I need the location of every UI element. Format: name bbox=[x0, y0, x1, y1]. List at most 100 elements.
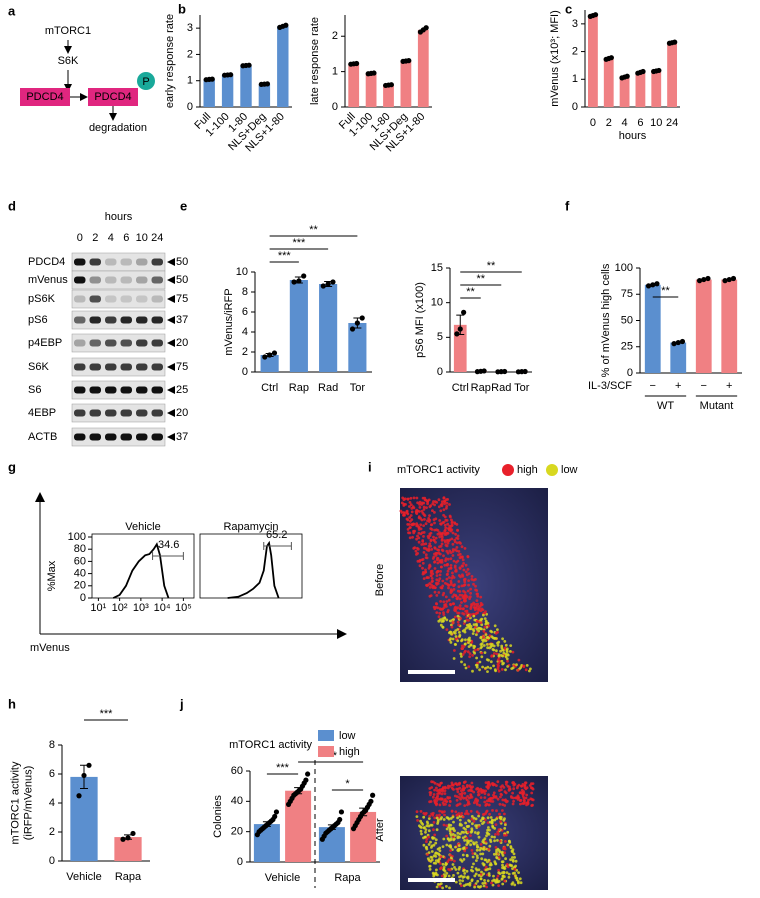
cell bbox=[488, 872, 491, 875]
y-tick-label: 0 bbox=[627, 367, 633, 379]
cell bbox=[407, 519, 410, 522]
cell bbox=[417, 548, 420, 551]
bar bbox=[401, 61, 412, 107]
cell bbox=[441, 538, 444, 541]
marker-arrow bbox=[167, 433, 175, 441]
cell bbox=[480, 618, 483, 621]
bar bbox=[604, 59, 614, 108]
cell bbox=[433, 556, 436, 559]
blot-band bbox=[74, 277, 86, 284]
cell bbox=[457, 615, 460, 618]
cell bbox=[491, 819, 494, 822]
data-point bbox=[672, 40, 677, 45]
x-axis-label: IL-3/SCF bbox=[588, 380, 632, 392]
cell bbox=[480, 655, 483, 658]
data-point bbox=[210, 77, 215, 82]
cell bbox=[461, 575, 464, 578]
cell bbox=[412, 547, 415, 550]
legend-dot bbox=[546, 464, 558, 476]
cell bbox=[467, 590, 470, 593]
cell bbox=[441, 626, 444, 629]
cell bbox=[501, 864, 504, 867]
x-tick-label: Ctrl bbox=[452, 382, 469, 394]
cell bbox=[472, 629, 475, 632]
cell bbox=[482, 640, 485, 643]
cell bbox=[498, 828, 501, 831]
cell bbox=[438, 784, 441, 787]
cell bbox=[428, 865, 431, 868]
blot-band bbox=[105, 340, 117, 347]
cell bbox=[442, 611, 445, 614]
cell bbox=[458, 631, 461, 634]
cell bbox=[465, 627, 468, 630]
cell bbox=[483, 841, 486, 844]
cell bbox=[482, 813, 485, 816]
cell bbox=[530, 804, 533, 807]
cell bbox=[452, 638, 455, 641]
cell bbox=[428, 815, 431, 818]
cell bbox=[452, 618, 455, 621]
cell bbox=[497, 798, 500, 801]
cell bbox=[501, 663, 504, 666]
cell bbox=[416, 819, 419, 822]
cell bbox=[429, 824, 432, 827]
cell bbox=[444, 541, 447, 544]
cell bbox=[435, 603, 438, 606]
cell bbox=[450, 581, 453, 584]
x-tick-label: + bbox=[675, 380, 681, 392]
blot-band bbox=[90, 259, 102, 266]
cell bbox=[460, 884, 463, 887]
cell bbox=[445, 603, 448, 606]
cell bbox=[458, 574, 461, 577]
cell bbox=[436, 574, 439, 577]
cell bbox=[435, 537, 438, 540]
cell bbox=[450, 564, 453, 567]
blot-band bbox=[74, 434, 86, 441]
cell bbox=[497, 884, 500, 887]
cell bbox=[437, 860, 440, 863]
cell bbox=[471, 822, 474, 825]
y-tick-label: 0 bbox=[237, 856, 243, 868]
bar bbox=[636, 72, 646, 107]
cell bbox=[499, 650, 502, 653]
cell bbox=[494, 669, 497, 672]
cell bbox=[513, 856, 516, 859]
cell bbox=[504, 823, 507, 826]
cell bbox=[476, 803, 479, 806]
significance-label: * bbox=[345, 778, 350, 790]
y-tick-label: 0 bbox=[187, 101, 193, 113]
lane-label: 2 bbox=[92, 232, 98, 244]
cell bbox=[419, 506, 422, 509]
bar bbox=[114, 837, 141, 861]
cell bbox=[428, 829, 431, 832]
cell bbox=[492, 784, 495, 787]
cell bbox=[425, 556, 428, 559]
panel-letter: g bbox=[8, 459, 16, 474]
cell bbox=[484, 804, 487, 807]
cell bbox=[416, 497, 419, 500]
cell bbox=[445, 872, 448, 875]
cell bbox=[454, 616, 457, 619]
cell bbox=[430, 548, 433, 551]
y-tick-label: 3 bbox=[187, 22, 193, 34]
cell bbox=[464, 638, 467, 641]
cell bbox=[501, 637, 504, 640]
cell bbox=[499, 820, 502, 823]
cell bbox=[515, 860, 518, 863]
cell bbox=[530, 792, 533, 795]
cell bbox=[449, 603, 452, 606]
significance-label: ** bbox=[487, 260, 496, 272]
blot-strip bbox=[72, 271, 165, 289]
cell bbox=[431, 850, 434, 853]
bar bbox=[418, 30, 429, 107]
marker-arrow bbox=[167, 316, 175, 324]
cell bbox=[503, 867, 506, 870]
cell bbox=[435, 838, 438, 841]
cell bbox=[497, 871, 500, 874]
cell bbox=[488, 845, 491, 848]
data-point bbox=[625, 74, 630, 79]
data-point bbox=[267, 352, 272, 357]
data-point bbox=[609, 55, 614, 60]
cell bbox=[473, 603, 476, 606]
cell bbox=[529, 668, 532, 671]
